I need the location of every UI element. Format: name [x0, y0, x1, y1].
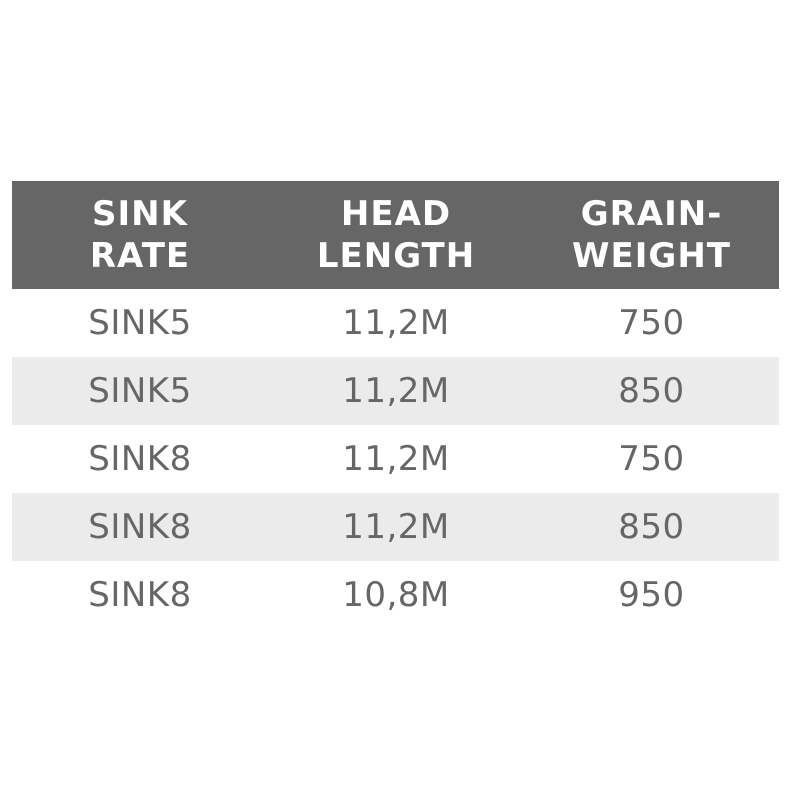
cell-head-length: 11,2M — [342, 507, 450, 547]
cell-head-length: 11,2M — [342, 439, 450, 479]
header-head-length: HEAD LENGTH — [268, 193, 524, 277]
cell-grain-weight: 750 — [618, 303, 685, 343]
cell-grain-weight: 850 — [618, 371, 685, 411]
header-line: HEAD — [340, 194, 452, 234]
cell-head-length: 11,2M — [342, 371, 450, 411]
header-line: GRAIN- — [580, 194, 723, 234]
cell-sink-rate: SINK8 — [88, 439, 192, 479]
table-row: SINK5 11,2M 850 — [12, 357, 779, 425]
header-line: SINK — [92, 194, 188, 234]
cell-head-length: 10,8M — [342, 575, 450, 615]
cell-sink-rate: SINK8 — [88, 507, 192, 547]
header-sink-rate: SINK RATE — [12, 193, 268, 277]
cell-grain-weight: 950 — [618, 575, 685, 615]
table-row: SINK8 11,2M 750 — [12, 425, 779, 493]
table-header: SINK RATE HEAD LENGTH GRAIN- WEIGHT — [12, 181, 779, 289]
cell-grain-weight: 850 — [618, 507, 685, 547]
table-row: SINK8 10,8M 950 — [12, 561, 779, 629]
cell-sink-rate: SINK5 — [88, 303, 192, 343]
table-row: SINK5 11,2M 750 — [12, 289, 779, 357]
cell-head-length: 11,2M — [342, 303, 450, 343]
header-grain-weight: GRAIN- WEIGHT — [524, 193, 779, 277]
cell-grain-weight: 750 — [618, 439, 685, 479]
cell-sink-rate: SINK8 — [88, 575, 192, 615]
header-line: RATE — [89, 236, 191, 276]
header-line: LENGTH — [316, 236, 476, 276]
specs-table: SINK RATE HEAD LENGTH GRAIN- WEIGHT SINK5 1… — [12, 181, 779, 629]
table-row: SINK8 11,2M 850 — [12, 493, 779, 561]
cell-sink-rate: SINK5 — [88, 371, 192, 411]
header-line: WEIGHT — [572, 236, 731, 276]
